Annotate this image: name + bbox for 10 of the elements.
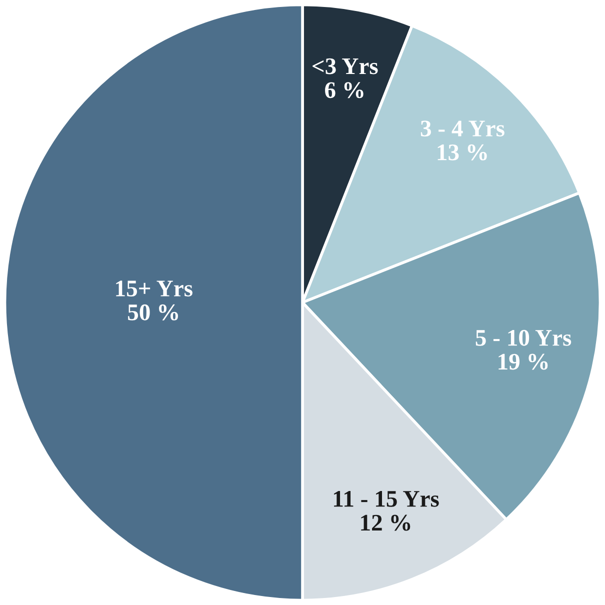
- slice-label: 3 - 4 Yrs: [420, 120, 504, 136]
- slice-label: 15+ Yrs: [116, 280, 192, 296]
- data-label: 19 %: [498, 354, 548, 370]
- slice-label: 11 - 15 Yrs: [334, 491, 439, 507]
- slice-label: <3 Yrs: [312, 58, 378, 74]
- data-label: 13 %: [438, 144, 487, 160]
- data-label: 12 %: [361, 514, 410, 531]
- slice-label: 5 - 10 Yrs: [476, 330, 572, 346]
- data-label: 50 %: [128, 304, 178, 320]
- data-label: 6 %: [325, 82, 364, 98]
